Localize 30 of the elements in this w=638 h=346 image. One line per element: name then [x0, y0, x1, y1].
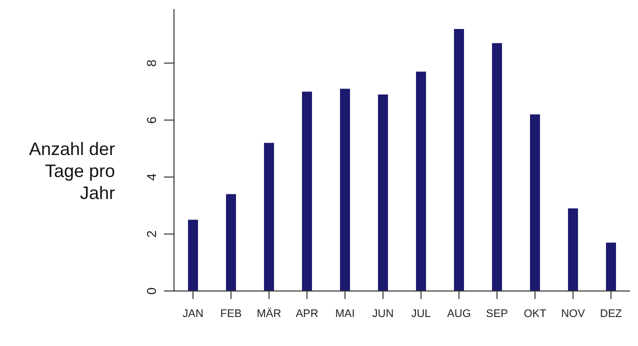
bar — [188, 220, 198, 291]
bar — [606, 242, 616, 291]
x-tick-label: OKT — [524, 308, 547, 320]
x-tick-label: JUN — [372, 308, 394, 320]
bar — [340, 88, 350, 291]
bar — [302, 92, 312, 291]
bar — [568, 208, 578, 291]
x-tick-label: JUL — [411, 308, 431, 320]
y-tick-label: 6 — [144, 116, 159, 124]
y-tick-label: 2 — [144, 230, 159, 238]
bar — [454, 28, 464, 291]
x-tick-label: AUG — [447, 308, 471, 320]
y-tick-label: 8 — [144, 60, 159, 67]
bar — [416, 72, 426, 291]
bar — [378, 94, 388, 291]
x-tick-label: APR — [296, 308, 318, 320]
x-tick-label: NOV — [561, 308, 586, 320]
bar — [530, 114, 540, 291]
bar — [264, 142, 274, 291]
y-axis-title: Anzahl der Tage pro Jahr — [28, 138, 115, 204]
x-tick-label: FEB — [220, 308, 242, 320]
x-tick-label: MÄR — [256, 306, 282, 320]
bar — [492, 43, 502, 291]
x-tick-label: MAI — [335, 308, 355, 320]
x-tick-label: JAN — [182, 308, 204, 320]
y-tick-label: 0 — [144, 287, 159, 295]
x-tick-label: SEP — [486, 308, 508, 320]
x-tick-label: DEZ — [600, 308, 622, 320]
bar — [226, 194, 236, 291]
y-tick-label: 4 — [144, 173, 159, 181]
